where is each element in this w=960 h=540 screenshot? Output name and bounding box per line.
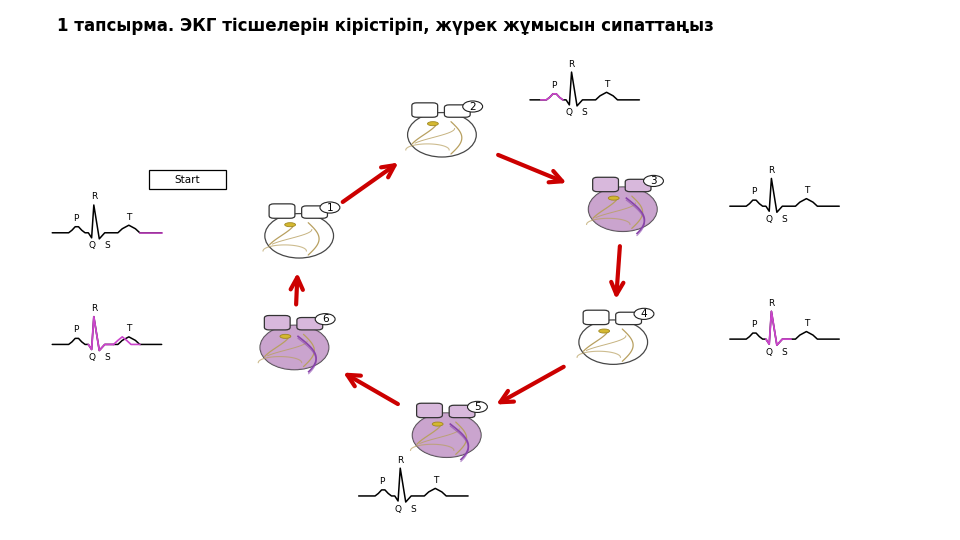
FancyBboxPatch shape <box>149 170 226 189</box>
FancyBboxPatch shape <box>615 312 641 325</box>
Text: T: T <box>804 186 809 195</box>
FancyBboxPatch shape <box>301 206 327 218</box>
FancyBboxPatch shape <box>592 177 618 192</box>
Text: R: R <box>768 166 775 175</box>
Ellipse shape <box>588 187 657 232</box>
Text: Start: Start <box>175 174 201 185</box>
Text: Q: Q <box>88 241 95 251</box>
Text: P: P <box>73 325 79 334</box>
FancyBboxPatch shape <box>625 179 651 192</box>
Text: T: T <box>126 213 132 222</box>
Text: P: P <box>551 81 556 90</box>
Ellipse shape <box>579 320 648 365</box>
FancyBboxPatch shape <box>412 103 438 117</box>
Text: Q: Q <box>88 353 95 362</box>
FancyBboxPatch shape <box>449 405 475 417</box>
FancyBboxPatch shape <box>269 204 295 218</box>
Circle shape <box>634 308 654 320</box>
Ellipse shape <box>285 222 296 227</box>
Text: T: T <box>126 325 132 333</box>
Ellipse shape <box>413 413 481 457</box>
Text: S: S <box>582 109 588 118</box>
Text: T: T <box>433 476 438 485</box>
Text: P: P <box>751 187 756 196</box>
Ellipse shape <box>260 325 328 370</box>
FancyBboxPatch shape <box>444 105 470 117</box>
FancyBboxPatch shape <box>417 403 443 417</box>
Text: S: S <box>781 215 787 224</box>
Ellipse shape <box>413 413 481 457</box>
FancyBboxPatch shape <box>297 318 323 330</box>
Text: S: S <box>411 504 417 514</box>
FancyBboxPatch shape <box>583 310 609 325</box>
Text: R: R <box>90 192 97 201</box>
FancyBboxPatch shape <box>264 315 290 330</box>
Text: 5: 5 <box>474 402 481 412</box>
Text: Q: Q <box>565 109 573 118</box>
Circle shape <box>320 202 340 213</box>
Text: Q: Q <box>766 215 773 224</box>
Text: R: R <box>90 304 97 313</box>
Ellipse shape <box>427 122 439 126</box>
Text: Q: Q <box>766 348 773 357</box>
Ellipse shape <box>280 334 291 339</box>
Ellipse shape <box>432 422 444 426</box>
Text: P: P <box>751 320 756 329</box>
Text: 6: 6 <box>322 314 328 324</box>
Text: P: P <box>379 477 385 486</box>
Text: S: S <box>104 353 109 362</box>
Circle shape <box>463 101 483 112</box>
Text: 1: 1 <box>326 202 333 213</box>
Circle shape <box>643 176 663 186</box>
Ellipse shape <box>609 196 619 200</box>
Text: R: R <box>768 299 775 308</box>
Ellipse shape <box>265 214 333 258</box>
Text: T: T <box>804 319 809 328</box>
Text: 3: 3 <box>650 176 657 186</box>
Circle shape <box>468 401 488 413</box>
Text: 2: 2 <box>469 102 476 112</box>
Ellipse shape <box>599 329 610 333</box>
Text: R: R <box>397 456 403 464</box>
Text: S: S <box>104 241 109 251</box>
Text: 1 тапсырма. ЭКГ тісшелерін кірістіріп, жүрек жұмысын сипаттаңыз: 1 тапсырма. ЭКГ тісшелерін кірістіріп, ж… <box>57 17 713 36</box>
Text: S: S <box>781 348 787 357</box>
Ellipse shape <box>588 187 657 232</box>
Text: R: R <box>568 59 575 69</box>
Text: T: T <box>604 80 610 89</box>
Text: 4: 4 <box>640 309 647 319</box>
Circle shape <box>315 314 335 325</box>
Text: Q: Q <box>395 504 401 514</box>
Text: P: P <box>73 214 79 222</box>
Ellipse shape <box>408 112 476 157</box>
Ellipse shape <box>260 325 328 370</box>
